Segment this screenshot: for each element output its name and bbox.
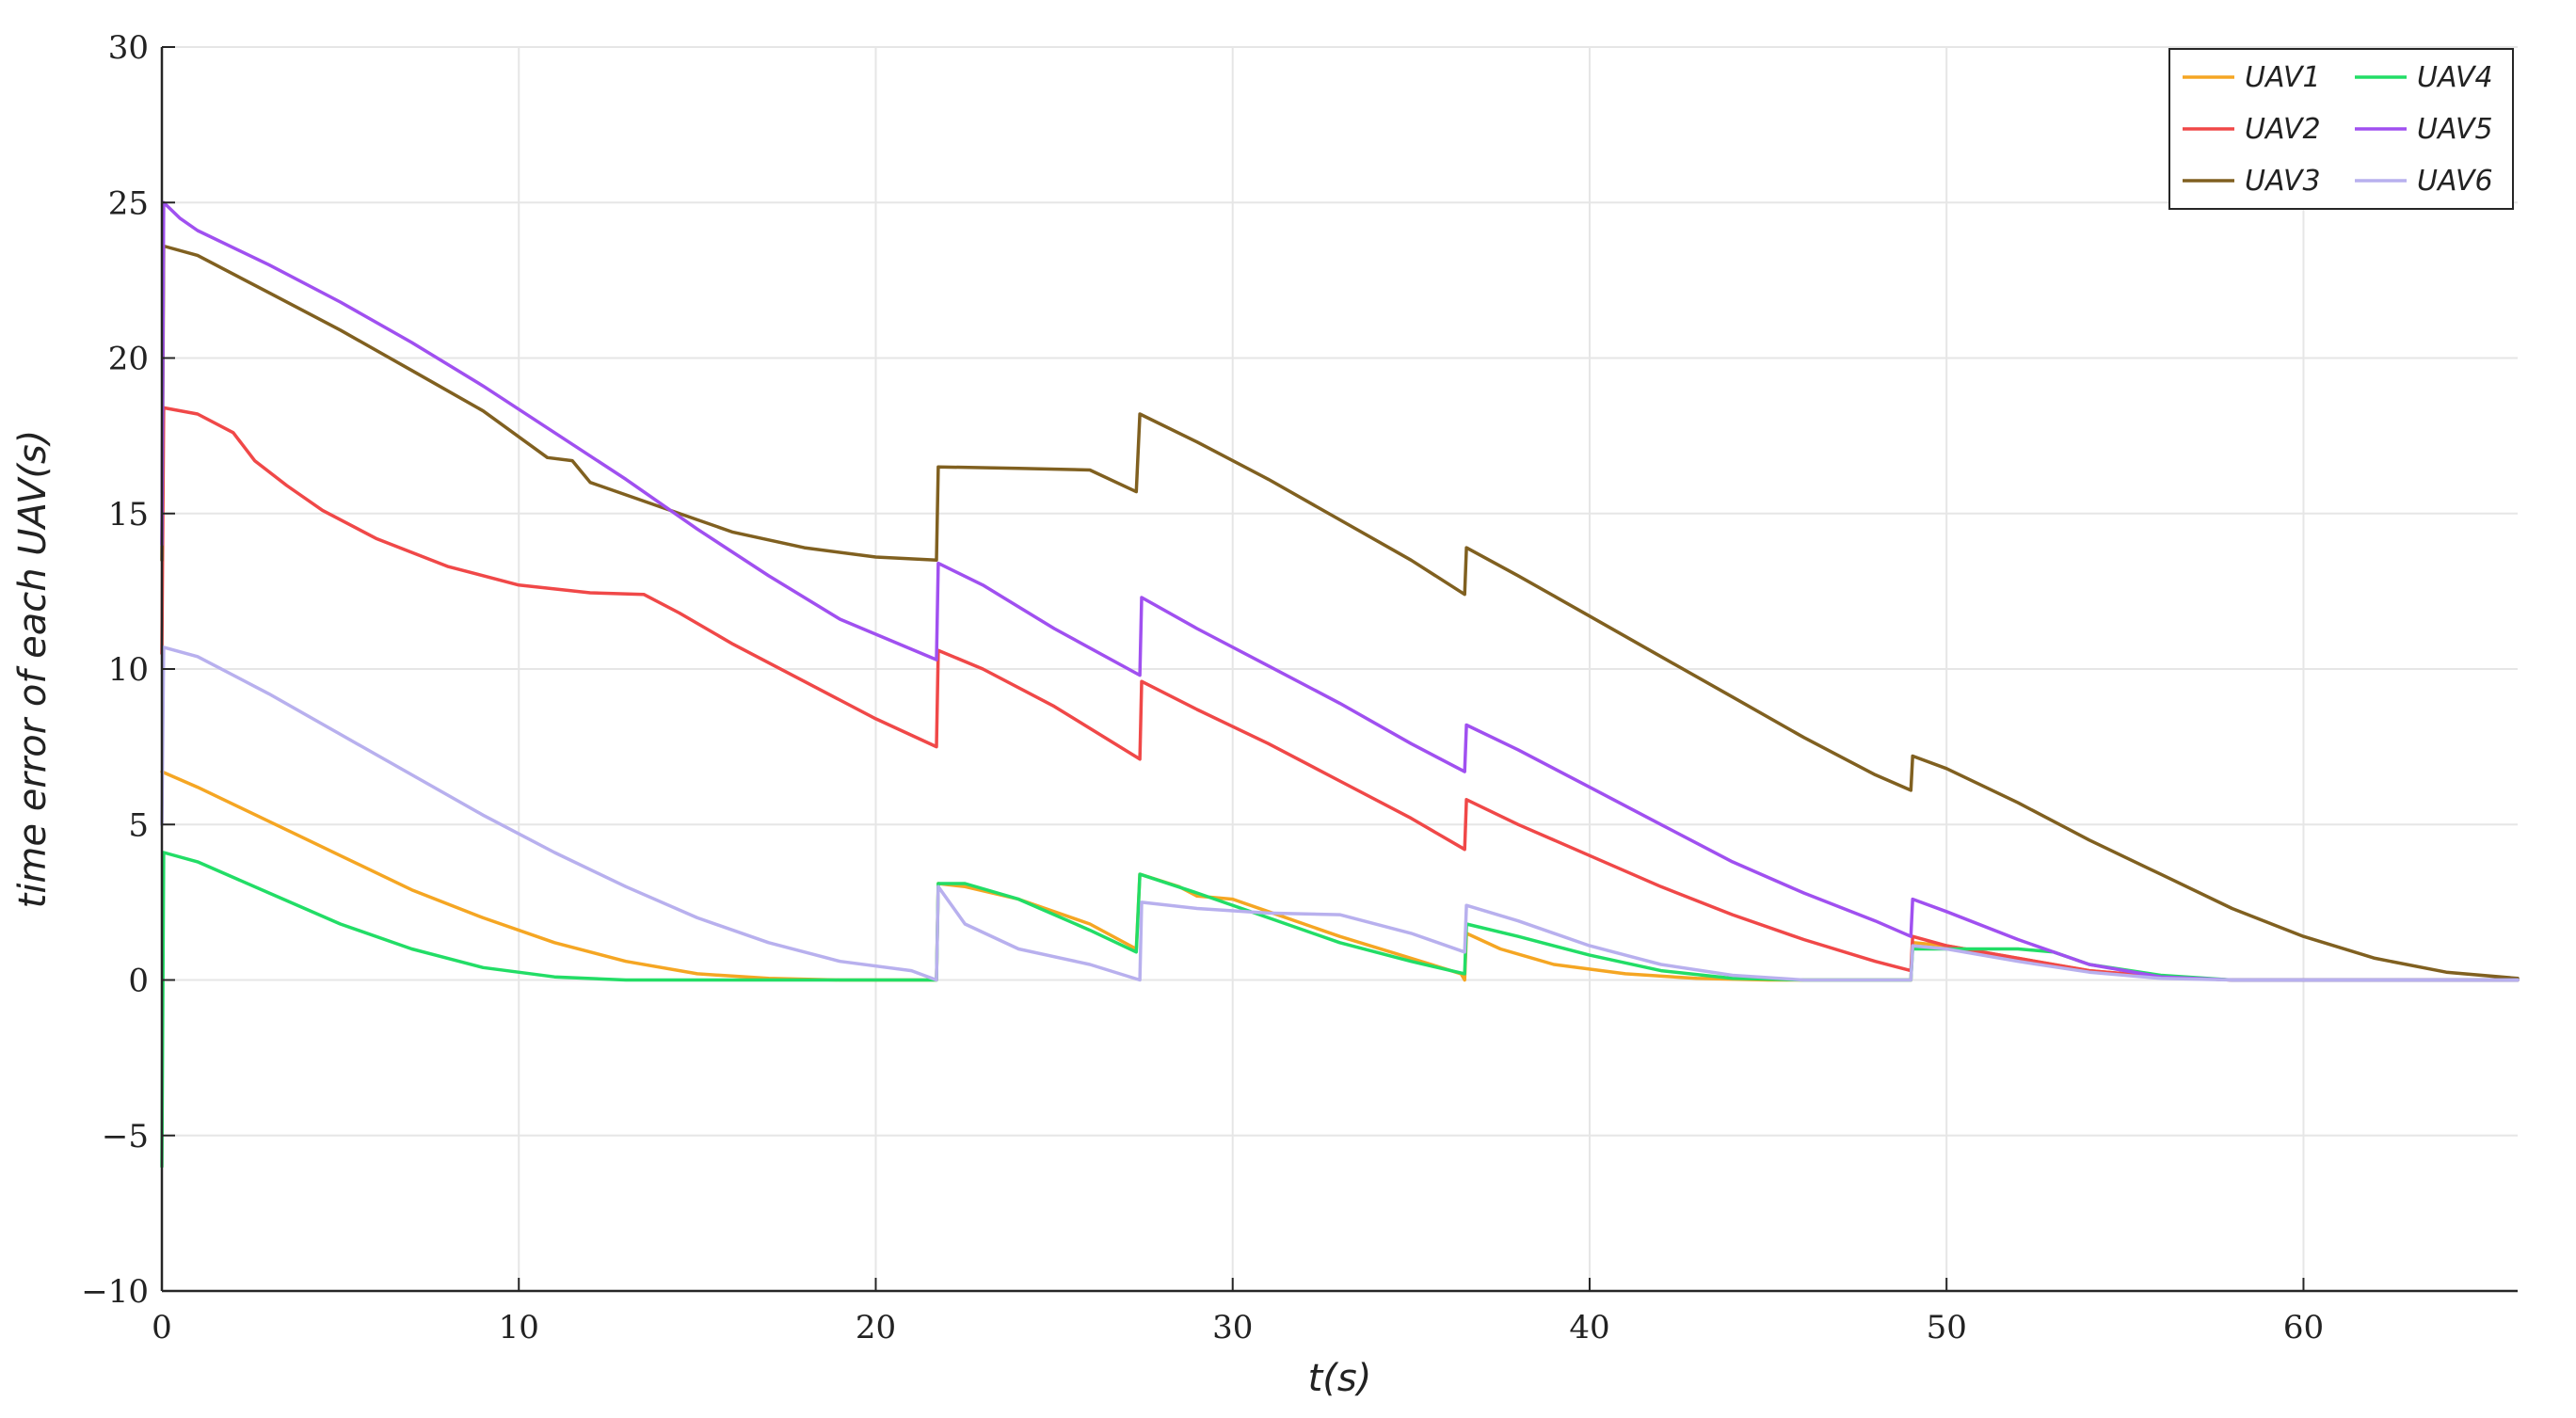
x-tick-label: 50 bbox=[1927, 1309, 1967, 1346]
series-line-uav5 bbox=[160, 200, 2520, 982]
series-line-uav3 bbox=[160, 244, 2520, 980]
y-axis-label: time error of each UAV(s) bbox=[11, 430, 55, 909]
gridlines bbox=[161, 46, 2518, 1292]
legend-label: UAV4 bbox=[2417, 61, 2493, 94]
legend-label: UAV6 bbox=[2417, 165, 2493, 198]
legend-label: UAV2 bbox=[2245, 113, 2321, 146]
x-tick-label: 10 bbox=[499, 1309, 539, 1346]
x-tick-label: 60 bbox=[2283, 1309, 2324, 1346]
y-tick-label: 5 bbox=[128, 806, 149, 844]
series-line-uav4 bbox=[160, 851, 2520, 1169]
y-tick-label: −10 bbox=[81, 1273, 149, 1311]
y-tick-label: 10 bbox=[108, 651, 149, 689]
y-tick-label: 30 bbox=[108, 29, 149, 67]
axes bbox=[160, 46, 2518, 1293]
y-tick-label: 20 bbox=[108, 341, 149, 378]
y-tick-label: −5 bbox=[102, 1118, 149, 1155]
x-tick-label: 0 bbox=[152, 1309, 172, 1346]
series-lines bbox=[160, 200, 2520, 1169]
x-axis-label: t(s) bbox=[1308, 1357, 1372, 1400]
y-tick-label: 25 bbox=[108, 184, 149, 222]
legend-label: UAV5 bbox=[2417, 113, 2493, 146]
legend-label: UAV1 bbox=[2245, 61, 2321, 94]
x-tick-label: 40 bbox=[1569, 1309, 1609, 1346]
legend-label: UAV3 bbox=[2245, 165, 2321, 198]
legend: UAV1 UAV2 UAV3 UAV4 UAV5 UAV6 bbox=[2168, 48, 2514, 210]
y-tick-label: 15 bbox=[108, 496, 149, 534]
y-tick-label: 0 bbox=[128, 963, 149, 1000]
series-line-uav6 bbox=[160, 645, 2520, 982]
tick-labels: 0 10 20 30 40 50 60 −10 −5 0 5 10 15 20 25 30 bbox=[81, 29, 2324, 1346]
x-tick-label: 30 bbox=[1212, 1309, 1253, 1346]
x-tick-label: 20 bbox=[856, 1309, 896, 1346]
